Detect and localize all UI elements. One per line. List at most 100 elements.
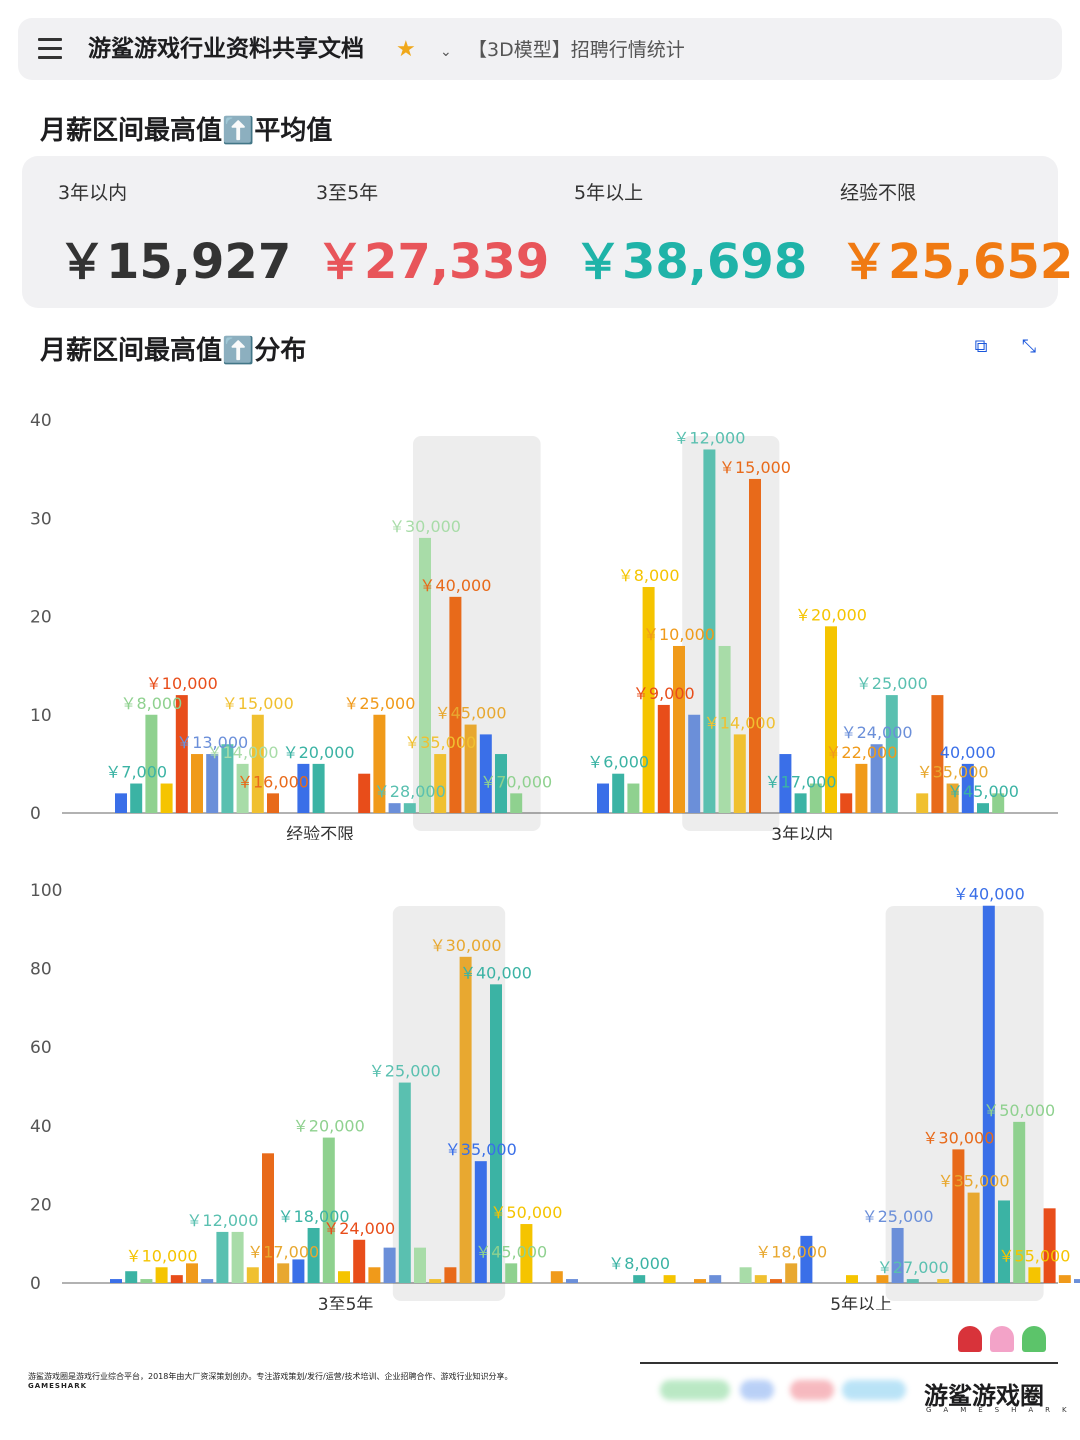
stat-value: ￥38,698 [574,234,808,290]
bar [115,793,127,813]
bar [322,1137,335,1283]
bar [642,587,655,813]
bar [312,763,325,813]
bar [754,1275,767,1283]
bar [885,695,898,813]
menu-icon[interactable] [38,38,62,60]
bar [566,1279,578,1283]
partner-logo-blur [660,1380,730,1400]
bar [110,1279,122,1283]
bar [231,1231,244,1283]
bar [292,1259,305,1283]
bar [444,1267,457,1283]
bar [800,1235,813,1283]
y-tick-label: 0 [30,1274,41,1294]
bar [221,744,234,813]
group-label: 3年以内 [771,825,833,840]
bar [388,803,401,813]
copy-icon[interactable]: ⧉ [974,336,988,357]
bar-value-label: 40,000 [940,743,996,762]
stat-value: ￥27,339 [316,234,550,290]
bar-value-label: ￥20,000 [283,743,355,762]
group-label: 3至5年 [318,1295,374,1310]
bar [779,754,792,813]
bar [906,1279,919,1283]
bar-value-label: ￥35,000 [404,733,476,752]
bar [785,1263,798,1283]
star-icon[interactable]: ★ [396,37,416,62]
bar [673,645,685,813]
bar [718,645,731,813]
bar-value-label: ￥12,000 [186,1211,258,1230]
bar-value-label: ￥25,000 [369,1062,441,1081]
stat-value: ￥25,652 [840,234,1074,290]
y-tick-label: 60 [30,1038,52,1058]
brand-logo: 游鲨游戏圈 [924,1382,1044,1410]
stat-label: 经验不限 [840,182,917,204]
bar [825,626,837,813]
bar [846,1275,858,1283]
y-tick-label: 20 [30,608,52,628]
y-tick-label: 40 [30,411,52,431]
bar [140,1279,153,1283]
bar [429,1279,442,1283]
stats-title-text: 月薪区间最高值⬆️平均值 [40,116,333,146]
group-label: 5年以上 [830,1295,892,1310]
bar [170,1275,183,1283]
chevron-down-icon[interactable]: ⌄ [440,44,452,60]
bar [353,1239,366,1283]
bar [398,1082,411,1283]
bar [201,1279,214,1283]
partner-logo-blur [740,1380,774,1400]
y-tick-label: 0 [30,804,41,824]
bar-value-label: ￥35,000 [917,763,989,782]
bar [145,714,158,813]
partner-logo-blur [790,1380,834,1400]
dist-title: 月薪区间最高值⬆️分布 [40,330,306,367]
bar-value-label: ￥8,000 [120,694,182,713]
bar-value-label: ￥50,000 [490,1203,562,1222]
stats-card: 3年以内 ￥15,927 3至5年 ￥27,339 5年以上 ￥38,698 经… [22,156,1073,308]
bar [998,1200,1010,1283]
collapse-icon[interactable]: ⤡ [1021,336,1037,357]
bar [251,714,264,813]
bar [419,537,431,813]
bar [840,793,853,813]
bar-value-label: ￥24,000 [841,723,913,742]
bar [277,1263,290,1283]
bar [992,793,1005,813]
bar [891,1227,904,1283]
bar [809,783,822,813]
dist-title-text: 月薪区间最高值⬆️分布 [40,336,307,366]
stat-label: 3至5年 [316,182,379,204]
bar [358,773,371,813]
footer-brand-en: GAMESHARK [28,1382,88,1390]
y-tick-label: 30 [30,509,52,529]
bar [414,1247,426,1283]
doc-tab[interactable]: 【3D模型】招聘行情统计 [468,39,685,61]
bar-value-label: ￥30,000 [389,517,461,536]
bar [246,1267,259,1283]
bar-value-label: ￥55,000 [998,1246,1070,1265]
brand-logo-en: GAMESHARK [926,1406,1079,1414]
bar [916,793,929,813]
bar-value-label: ￥35,000 [445,1140,517,1159]
bar [490,984,502,1283]
bar-value-label: ￥45,000 [475,1242,547,1261]
bar [1074,1279,1080,1283]
bar [931,695,944,813]
bar-value-label: ￥10,000 [126,1246,198,1265]
bar [403,803,416,813]
bar-value-label: ￥8,000 [608,1254,670,1273]
bar [633,1275,646,1283]
bar-value-label: ￥10,000 [146,674,218,693]
bar [130,783,143,813]
bar [855,763,868,813]
footer-text: 游鲨游戏圈是游戏行业综合平台，2018年由大厂资深策划创办。专注游戏策划/发行/… [28,1372,513,1381]
bar-value-label: ￥70,000 [480,772,552,791]
bar [1058,1275,1071,1283]
bar [937,1279,950,1283]
bar-value-label: ￥18,000 [755,1242,827,1261]
stat-label: 5年以上 [574,182,644,204]
bar-value-label: ￥30,000 [430,936,502,955]
